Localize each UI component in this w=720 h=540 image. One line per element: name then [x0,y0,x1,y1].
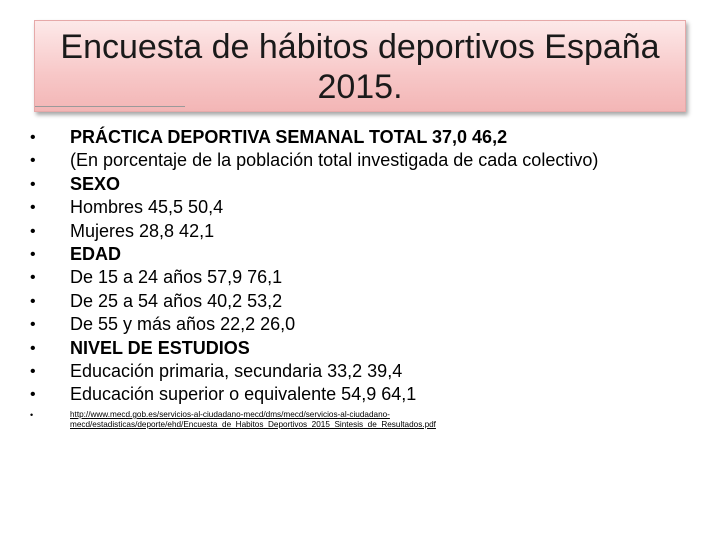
bullet-dot: • [30,339,36,357]
bullet-text: Mujeres 28,8 42,1 [70,220,215,241]
bullet-dot: • [30,386,36,404]
bullet-dot: • [30,246,36,264]
bullet-item-edad: • EDAD [28,243,708,266]
bullet-text: PRÁCTICA DEPORTIVA SEMANAL TOTAL 37,0 46… [70,127,508,147]
bullet-text: Educación superior o equivalente 54,9 64… [70,384,417,405]
bullet-text: De 55 y más años 22,2 26,0 [70,314,296,335]
source-link[interactable]: http://www.mecd.gob.es/servicios-al-ciud… [70,409,436,429]
bullet-item-nivel-estudios: • NIVEL DE ESTUDIOS [28,337,708,360]
bullet-dot: • [30,222,36,240]
bullet-item-sexo: • SEXO [28,173,708,196]
bullet-dot: • [30,199,36,217]
bullet-list: • PRÁCTICA DEPORTIVA SEMANAL TOTAL 37,0 4… [28,126,708,430]
bullet-dot: • [30,152,36,170]
bullet-item-mujeres: • Mujeres 28,8 42,1 [28,220,708,243]
bullet-item-hombres: • Hombres 45,5 50,4 [28,196,708,219]
bullet-item-primaria: • Educación primaria, secundaria 33,2 39,… [28,360,708,383]
bullet-text: (En porcentaje de la población total inv… [70,150,599,171]
bullet-item-15-24: • De 15 a 24 años 57,9 76,1 [28,266,708,289]
bullet-text: Hombres 45,5 50,4 [70,197,224,218]
slide-title-line2: 2015. [317,68,403,106]
bullet-text: SEXO [70,173,121,194]
bullet-text: De 25 a 54 años 40,2 53,2 [70,290,283,311]
bullet-dot: • [30,316,36,334]
bullet-item-25-54: • De 25 a 54 años 40,2 53,2 [28,290,708,313]
bullet-item-source: • http://www.mecd.gob.es/servicios-al-ciu… [28,410,708,430]
bullet-item-superior: • Educación superior o equivalente 54,9 6… [28,383,708,406]
slide-title-box: Encuesta de hábitos deportivos España 20… [34,20,686,112]
bullet-dot: • [30,129,36,146]
bullet-text: EDAD [70,244,122,265]
slide-title-line1: Encuesta de hábitos deportivos España [60,28,660,66]
bullet-item-porcentaje: • (En porcentaje de la población total in… [28,149,708,172]
bullet-item-55-mas: • De 55 y más años 22,2 26,0 [28,313,708,336]
bullet-dot: • [30,292,36,310]
bullet-dot: • [30,363,36,381]
bullet-text: De 15 a 24 años 57,9 76,1 [70,267,283,288]
bullet-dot: • [30,269,36,287]
bullet-text: NIVEL DE ESTUDIOS [70,337,250,358]
bullet-dot: • [30,409,34,420]
bullet-item-practica: • PRÁCTICA DEPORTIVA SEMANAL TOTAL 37,0 4… [28,126,708,149]
bullet-dot: • [30,175,36,193]
bullet-text: Educación primaria, secundaria 33,2 39,4 [70,361,403,382]
title-underline-rule [35,106,185,107]
